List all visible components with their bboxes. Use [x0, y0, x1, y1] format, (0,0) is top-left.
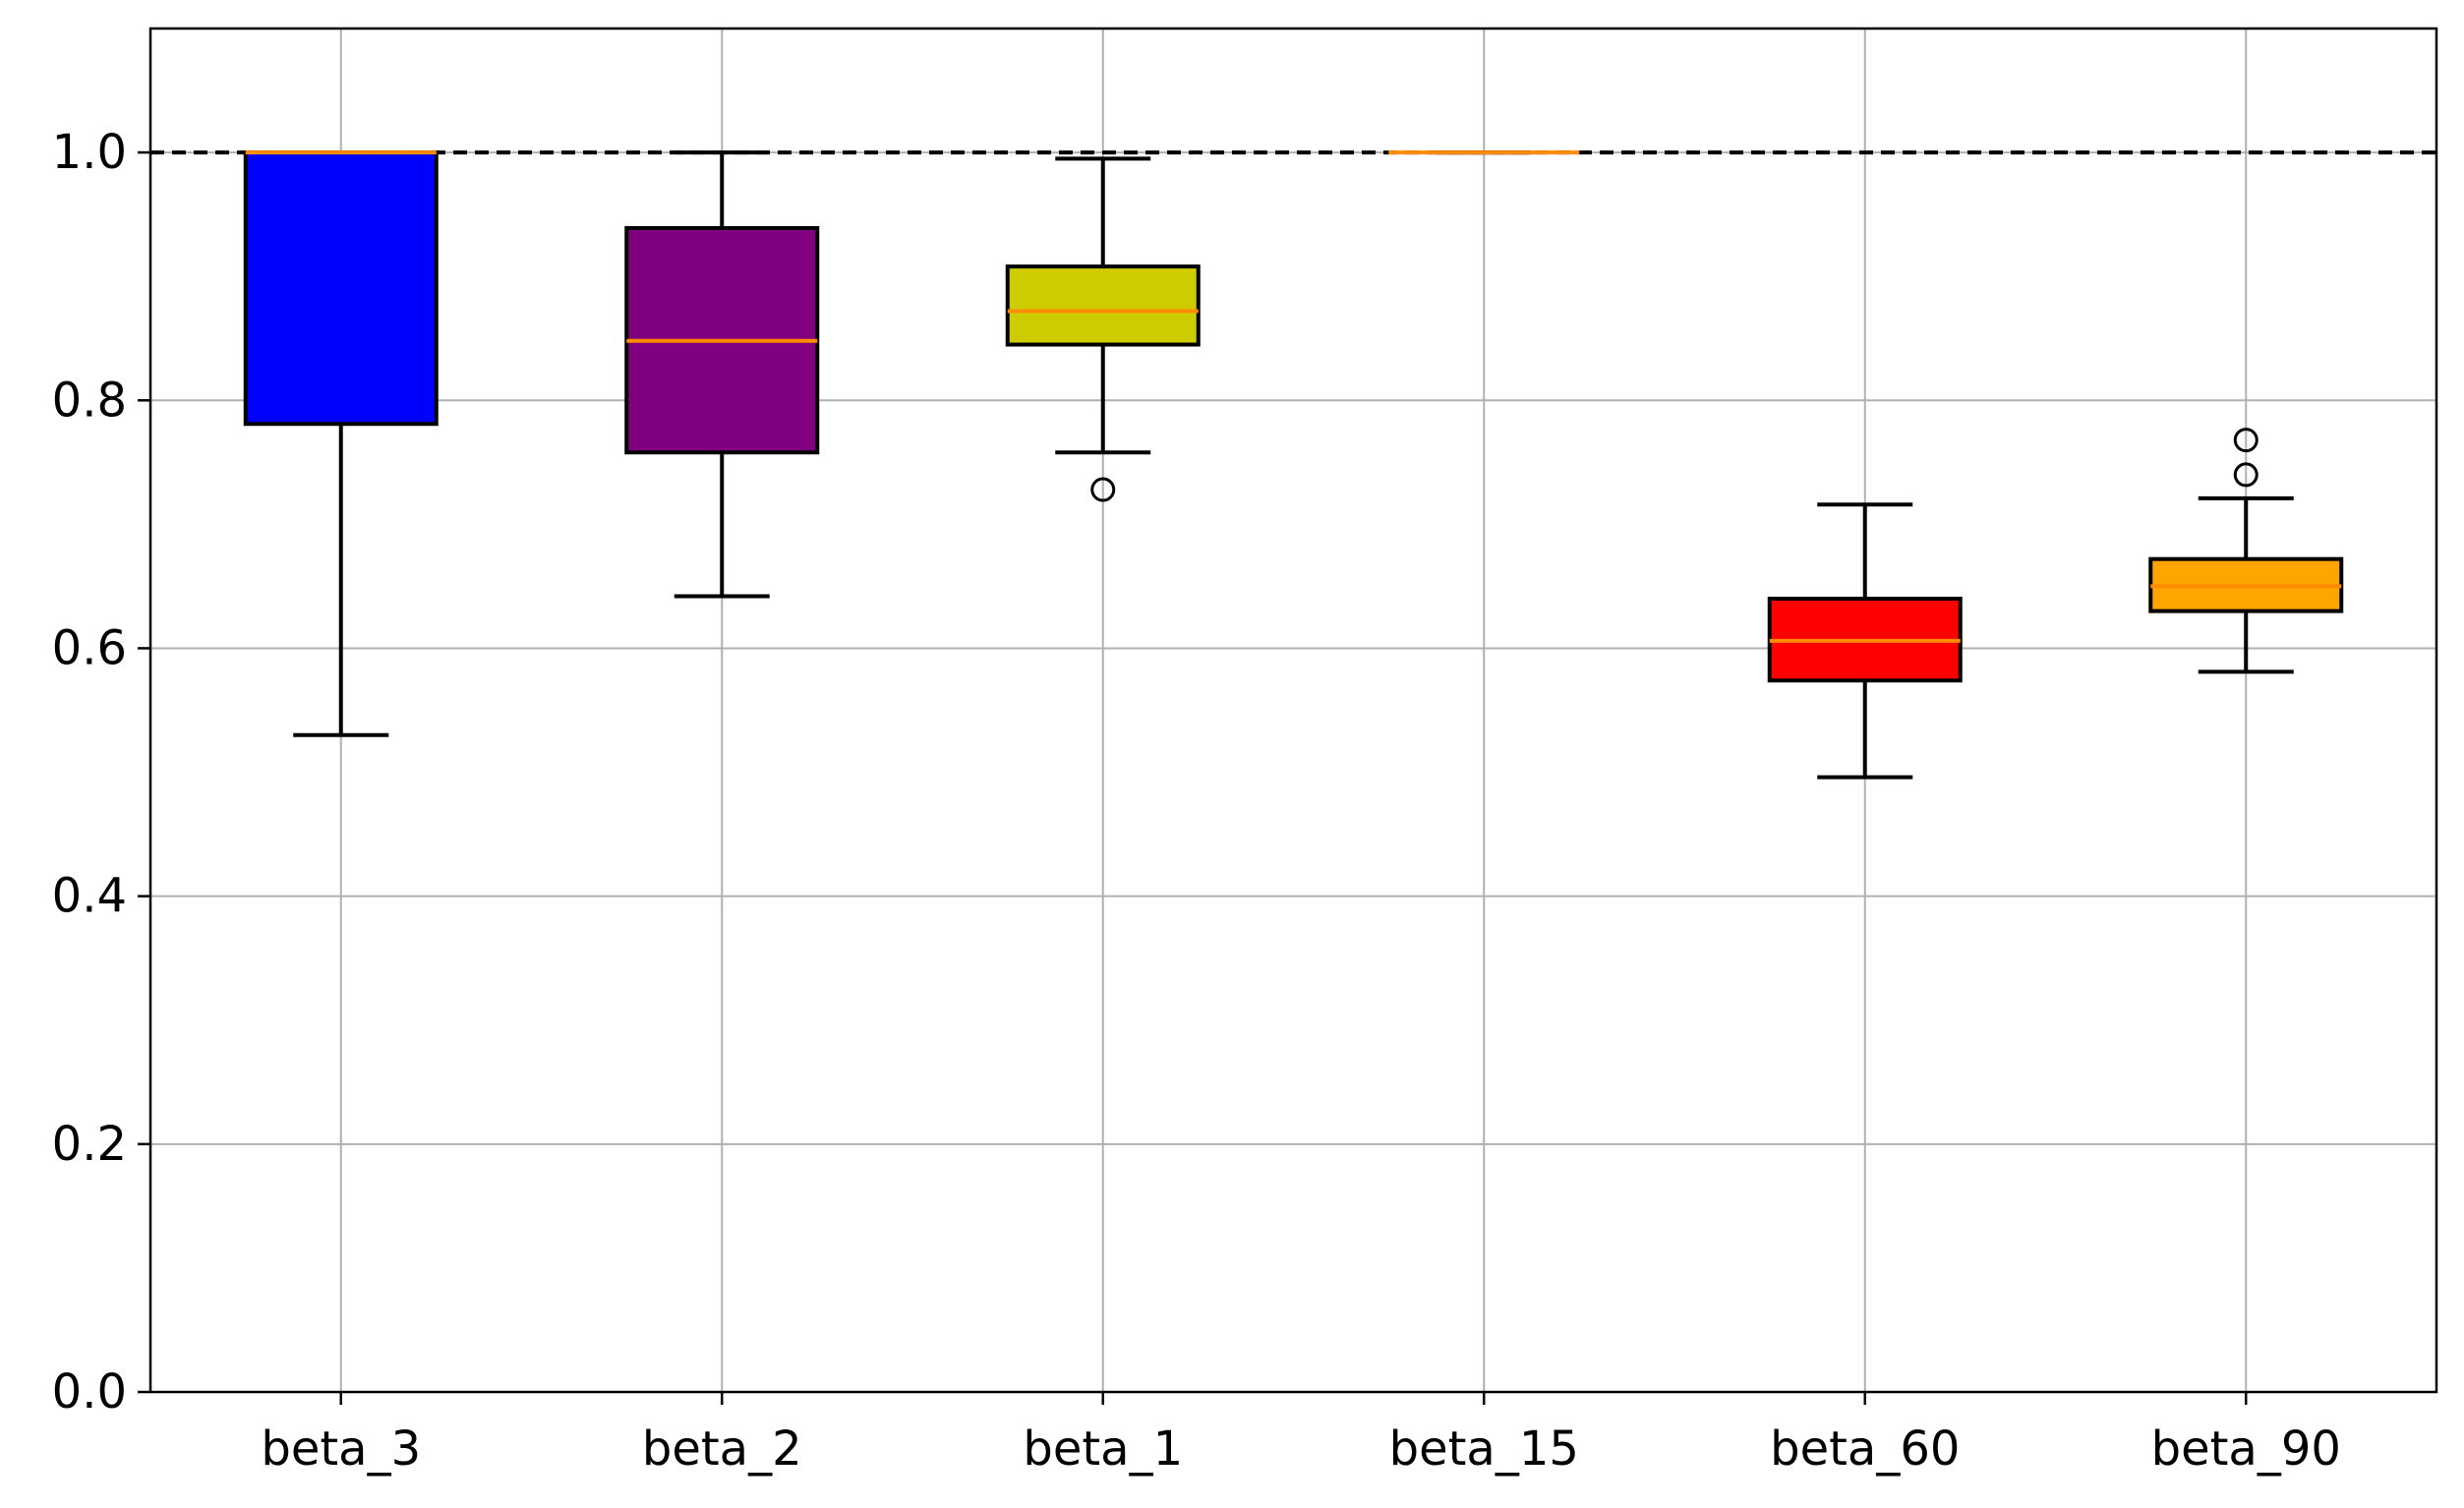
y-tick-label: 0.8	[52, 373, 127, 428]
box-body	[1005, 264, 1201, 347]
y-tick-label: 0.4	[52, 869, 127, 924]
boxes	[243, 150, 2344, 780]
box-beta_3	[243, 150, 439, 737]
outlier-point	[2233, 462, 2259, 488]
box-beta_90	[2148, 428, 2344, 674]
outlier-point	[1090, 477, 1116, 502]
box-body	[243, 150, 439, 427]
x-tick-label: beta_15	[1389, 1421, 1579, 1477]
ticks: 0.0 0.2 0.4 0.6 0.8 1.0 beta_3 beta_2 beta_1 beta…	[52, 125, 2341, 1477]
outlier-point	[2233, 428, 2259, 453]
x-tick-label: beta_1	[1023, 1421, 1183, 1477]
y-tick-label: 1.0	[52, 125, 127, 180]
y-tick-label: 0.0	[52, 1364, 127, 1420]
axes-frame	[148, 27, 2438, 1394]
x-tick-label: beta_2	[642, 1421, 802, 1477]
y-tick-label: 0.2	[52, 1117, 127, 1172]
box-beta_2	[624, 150, 820, 599]
box-beta_60	[1767, 502, 1963, 780]
x-tick-label: beta_60	[1770, 1421, 1960, 1477]
box-beta_1	[1005, 156, 1201, 502]
y-tick-label: 0.6	[52, 620, 127, 675]
x-tick-label: beta_3	[261, 1421, 421, 1477]
x-tick-label: beta_90	[2151, 1421, 2341, 1477]
